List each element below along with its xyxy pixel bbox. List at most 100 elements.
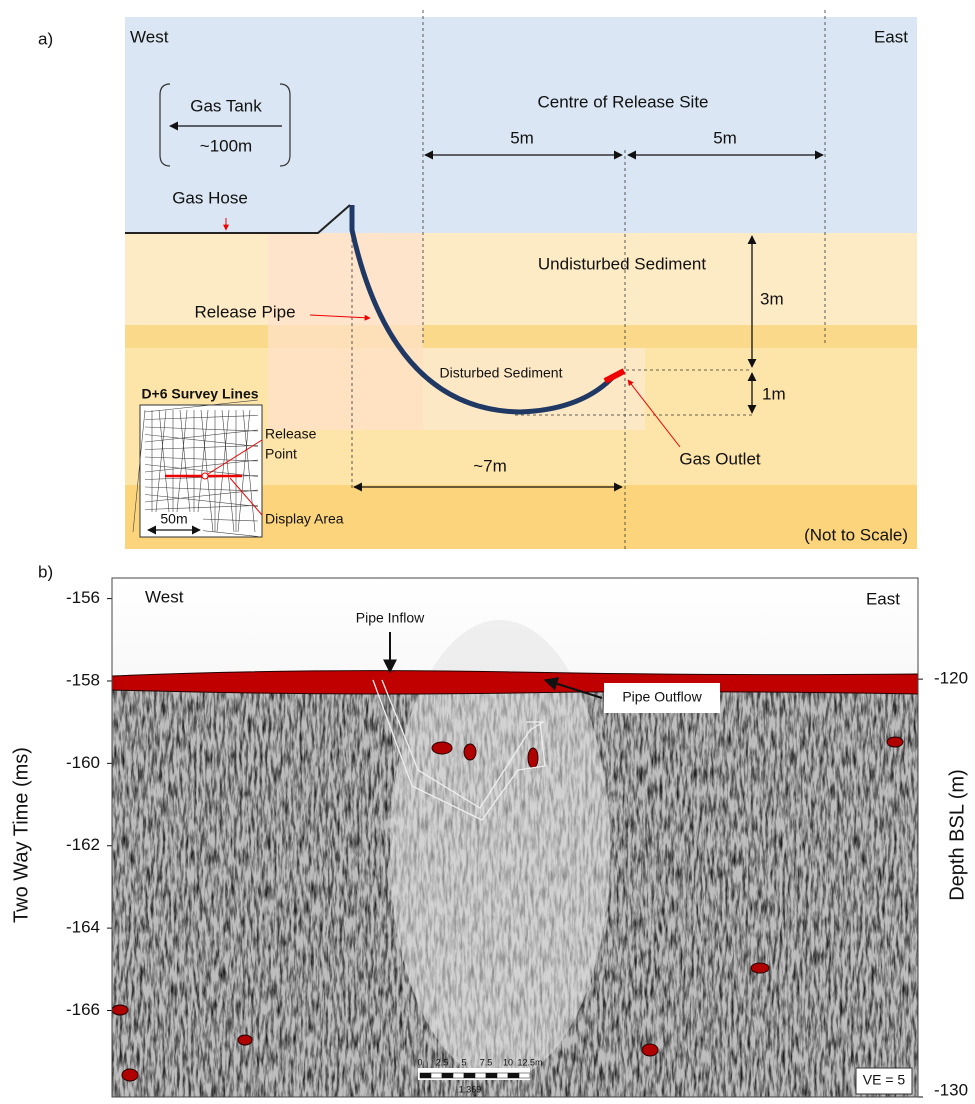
pipe-inflow: Pipe Inflow <box>356 610 425 626</box>
survey-line <box>221 409 235 533</box>
survey-line <box>158 409 172 533</box>
depth-label: 3m <box>760 289 784 308</box>
seismic-blank <box>390 620 610 1080</box>
y-tick-label: -164 <box>66 918 100 937</box>
survey-line <box>174 409 188 533</box>
label-box <box>855 1067 913 1095</box>
survey-line <box>195 409 209 533</box>
scale-label: 7.5 <box>480 1057 493 1067</box>
disturbed-zone <box>423 348 645 430</box>
y-tick-label: -156 <box>66 588 100 607</box>
y-axis-label: Two Way Time (ms) <box>10 747 32 923</box>
pipe-outflow: Pipe Outflow <box>622 689 702 705</box>
arrow <box>543 677 603 699</box>
scale-label: 0 <box>417 1057 422 1067</box>
survey-line <box>144 399 259 413</box>
survey-line <box>216 409 230 533</box>
pipe-outline <box>381 679 546 809</box>
east-label: East <box>866 589 900 608</box>
scale-segment <box>430 1072 443 1079</box>
gas-outlet-label: Gas Outlet <box>679 449 761 468</box>
survey-line <box>237 409 251 533</box>
depth-label: 1m <box>762 384 786 403</box>
label-box <box>604 683 720 713</box>
undisturbed-label: Undisturbed Sediment <box>538 254 706 273</box>
gas-hose-label: Gas Hose <box>172 188 248 207</box>
arrow <box>627 379 681 448</box>
sediment-layer <box>125 233 917 325</box>
survey-line <box>242 409 256 533</box>
not-to-scale: (Not to Scale) <box>804 525 908 544</box>
gas-outlet <box>603 368 626 384</box>
scale-label: 2.5 <box>436 1057 449 1067</box>
survey-line <box>179 409 193 533</box>
scale-segment <box>452 1072 465 1079</box>
survey-lines <box>132 399 259 537</box>
scale-segment <box>419 1072 432 1079</box>
inset-scale: 50m <box>160 511 187 527</box>
gas-tank: Gas Tank <box>190 96 262 115</box>
plot-frame <box>111 577 919 1098</box>
scale-segment <box>507 1072 520 1079</box>
survey-line <box>200 409 214 533</box>
y2-tick-label: -120 <box>934 669 968 688</box>
release-point <box>201 472 209 480</box>
y-tick-label: -166 <box>66 1000 100 1019</box>
survey-line <box>144 486 259 492</box>
survey-line <box>144 426 259 432</box>
reflector-patches <box>111 736 904 1082</box>
disturbed-label: Disturbed Sediment <box>440 365 563 381</box>
water <box>125 17 917 233</box>
span-label: 5m <box>713 128 737 147</box>
survey-line <box>144 429 259 443</box>
scale-segment <box>474 1072 487 1079</box>
survey-line <box>144 494 259 507</box>
panel-a: a) West East Gas Tank ~100m Centre of Re… <box>38 10 917 549</box>
survey-line <box>144 445 259 450</box>
disturbed-zone <box>268 233 423 430</box>
scale-segment <box>441 1072 454 1079</box>
span-label: ~7m <box>473 456 507 475</box>
panel-label: b) <box>38 562 53 581</box>
survey-line <box>144 456 259 462</box>
y-tick-label: -158 <box>66 670 100 689</box>
y2-tick-label: -130 <box>934 1080 968 1099</box>
release-pipe-label: Release Pipe <box>194 302 295 321</box>
tank-distance: ~100m <box>200 136 252 155</box>
survey-line <box>144 464 259 477</box>
scale-bar: 0 2.5 5 7.5 10 12.5m <box>417 1057 543 1079</box>
arrow <box>309 314 371 321</box>
west-label: West <box>130 27 169 46</box>
scale-label: 12.5m <box>517 1057 542 1067</box>
bracket <box>159 83 291 167</box>
scale-label: 10 <box>503 1057 513 1067</box>
panel-label: a) <box>38 29 53 48</box>
survey-line <box>144 489 259 503</box>
release-pipe <box>349 205 614 415</box>
seafloor-reflector <box>111 670 919 695</box>
pipe-outline <box>372 679 546 821</box>
scale-label: 5 <box>461 1057 466 1067</box>
gas-hose <box>125 204 351 234</box>
leader <box>229 477 263 516</box>
east-label: East <box>874 27 908 46</box>
y-tick-label: -162 <box>66 835 100 854</box>
inset-label: Release <box>265 426 317 442</box>
span-label: 5m <box>510 128 534 147</box>
sediment-layer <box>125 325 917 348</box>
inset-label: Point <box>265 446 297 462</box>
scale-segment <box>485 1072 498 1079</box>
leader <box>207 439 263 475</box>
survey-line <box>132 409 146 533</box>
scale-segment <box>518 1072 531 1079</box>
axes: -156 -158 -160 -162 -164 -166 -120 -130 <box>66 577 968 1099</box>
survey-line <box>144 505 259 510</box>
centre-label: Centre of Release Site <box>537 92 708 111</box>
y2-axis-label: Depth BSL (m) <box>946 769 968 901</box>
inset-title: D+6 Survey Lines <box>141 386 258 402</box>
scale-ratio: 1:369 <box>459 1084 482 1094</box>
panel-b: b) West East Pipe Inflow Pipe Outflow VE… <box>10 562 968 1099</box>
scale-segment <box>463 1072 476 1079</box>
survey-line <box>153 409 167 533</box>
